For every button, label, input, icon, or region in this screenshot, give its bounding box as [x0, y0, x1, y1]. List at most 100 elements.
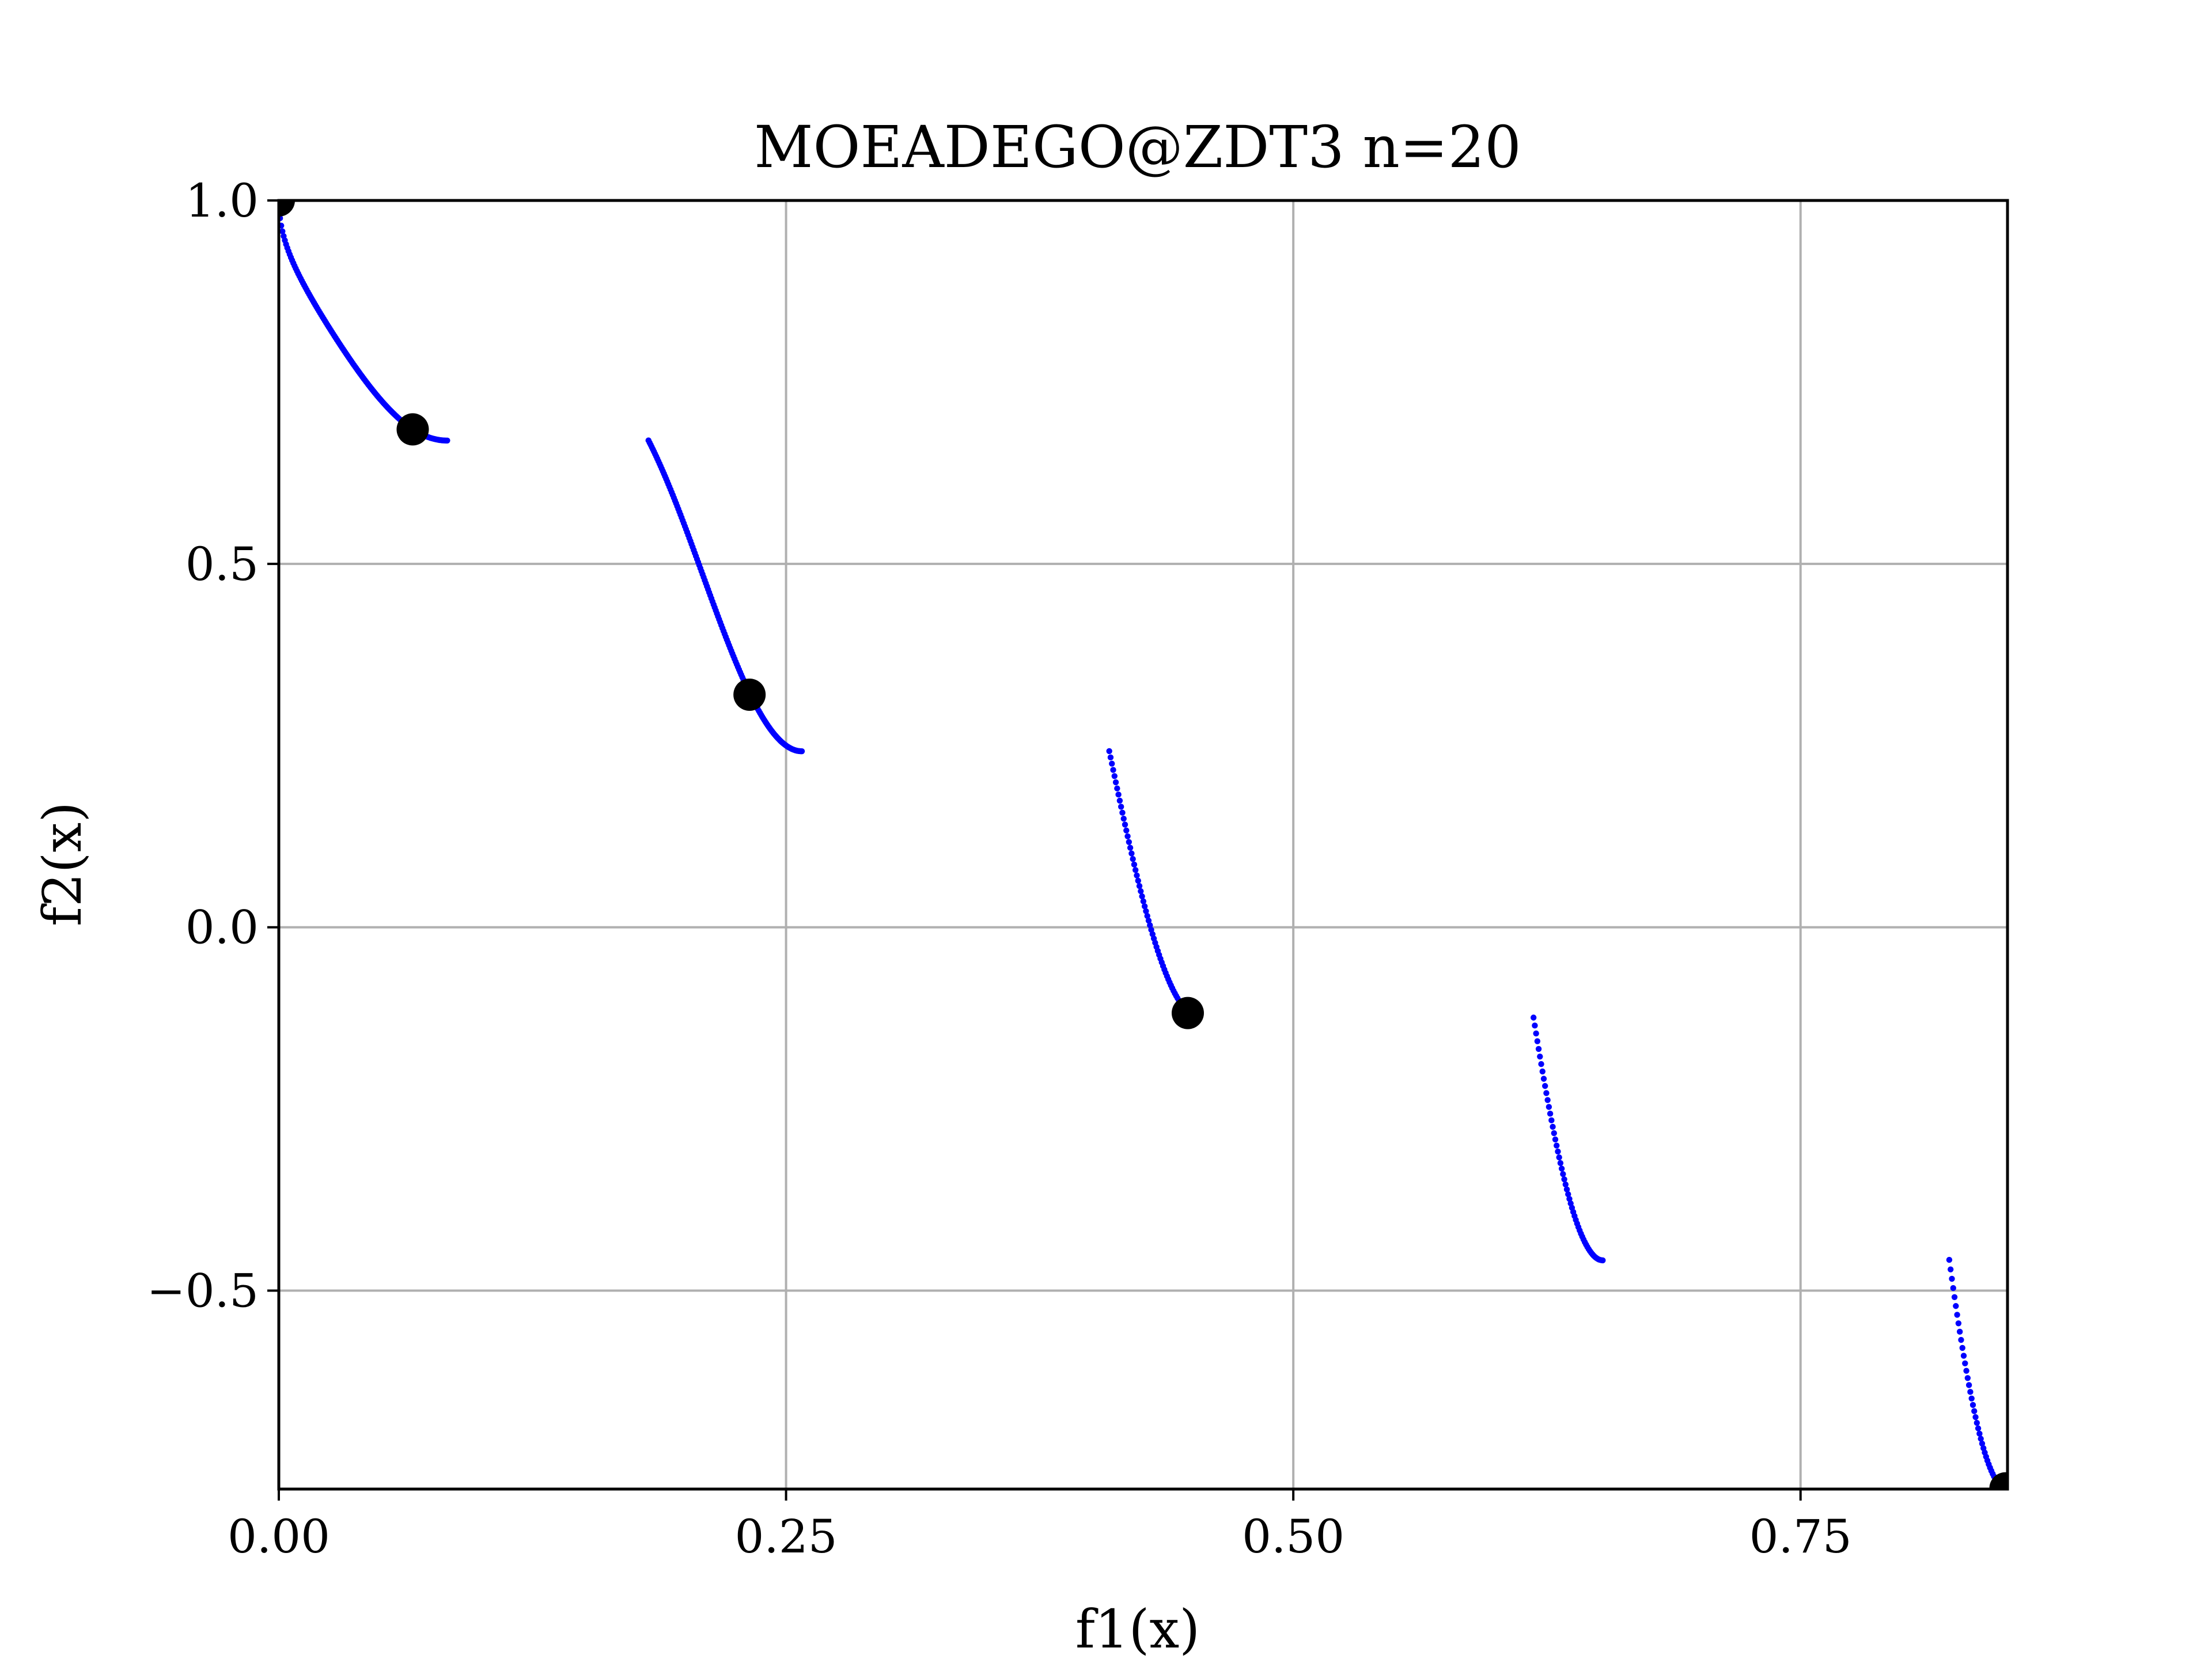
- sample-point: [279, 200, 295, 217]
- front-point: [1964, 1375, 1971, 1381]
- front-point: [1565, 1191, 1571, 1198]
- front-point: [1135, 877, 1141, 884]
- x-tick-label: 0.75: [1749, 1510, 1852, 1563]
- front-point: [1140, 898, 1147, 904]
- y-tick-label: 0.0: [185, 901, 259, 955]
- front-point: [1128, 850, 1135, 857]
- front-point: [1111, 773, 1118, 779]
- x-tick-label: 0.50: [1242, 1510, 1344, 1563]
- front-point: [1556, 1154, 1562, 1161]
- front-point: [1956, 1328, 1963, 1335]
- front-point: [1106, 748, 1112, 755]
- front-point: [1958, 1336, 1964, 1343]
- front-point: [1139, 893, 1145, 900]
- front-point: [1551, 1130, 1557, 1137]
- sample-point: [1989, 1472, 2008, 1489]
- x-tick-label: 0.00: [228, 1510, 330, 1563]
- x-axis-label-text: f1(x): [1075, 1599, 1200, 1659]
- front-point: [1543, 1090, 1550, 1096]
- front-point: [1530, 1014, 1537, 1021]
- front-point: [1965, 1382, 1972, 1388]
- front-point: [1953, 1303, 1959, 1309]
- front-point: [1118, 804, 1124, 810]
- x-axis-label: f1(x): [1075, 1599, 1200, 1659]
- front-point: [1960, 1353, 1967, 1359]
- front-point: [1131, 861, 1138, 868]
- axis-ticks: 0.00 0.25 0.50 0.75 −0.5 0.0 0.5 1.0: [147, 174, 1852, 1563]
- front-point: [1542, 1083, 1548, 1089]
- front-point: [1126, 839, 1132, 845]
- front-point: [1110, 767, 1116, 773]
- front-point: [1562, 1181, 1569, 1188]
- front-point: [1969, 1402, 1976, 1408]
- y-tick-label: 1.0: [185, 174, 259, 228]
- y-axis-label-text: f2(x): [32, 802, 93, 926]
- front-point: [1132, 867, 1139, 873]
- front-point: [1967, 1389, 1974, 1395]
- front-point: [1532, 1022, 1538, 1029]
- front-point: [1143, 908, 1149, 914]
- front-point: [1554, 1142, 1560, 1149]
- front-point: [1147, 922, 1153, 929]
- front-point: [1959, 1344, 1965, 1351]
- front-point: [1552, 1136, 1559, 1143]
- front-point: [1557, 1160, 1564, 1166]
- front-point: [1950, 1285, 1956, 1291]
- front-point: [1947, 1266, 1954, 1272]
- front-point: [1116, 797, 1123, 804]
- front-point: [1127, 844, 1134, 851]
- front-point: [1120, 815, 1127, 822]
- front-point: [1974, 1419, 1980, 1426]
- front-point: [1550, 1123, 1556, 1130]
- front-point: [1955, 1320, 1962, 1327]
- front-point: [1949, 1275, 1955, 1282]
- front-point: [1540, 1075, 1547, 1082]
- front-point: [1144, 912, 1150, 919]
- front-point: [1971, 1408, 1978, 1414]
- front-point: [1539, 1068, 1546, 1075]
- front-point: [1124, 833, 1131, 839]
- sample-point: [733, 678, 766, 711]
- front-point: [1114, 785, 1120, 791]
- front-point: [1112, 779, 1119, 786]
- sample-point: [1171, 997, 1204, 1029]
- y-tick-label: 0.5: [185, 537, 259, 591]
- front-point: [1963, 1368, 1969, 1374]
- front-point: [1136, 882, 1143, 889]
- front-point: [1115, 791, 1122, 798]
- front-point: [1979, 1440, 1986, 1447]
- front-point: [1533, 1030, 1539, 1037]
- front-point: [1558, 1165, 1565, 1172]
- front-point: [1535, 1046, 1542, 1052]
- front-point: [1138, 888, 1144, 895]
- x-tick-label: 0.25: [735, 1510, 838, 1563]
- front-point: [1555, 1148, 1561, 1155]
- front-point: [1976, 1430, 1983, 1437]
- front-point: [1972, 1414, 1979, 1421]
- front-point: [1968, 1395, 1975, 1402]
- front-point: [444, 437, 450, 444]
- front-point: [1954, 1312, 1960, 1318]
- front-point: [1544, 1097, 1551, 1103]
- front-point: [1975, 1425, 1982, 1431]
- front-point: [1566, 1196, 1573, 1202]
- front-point: [1109, 760, 1115, 767]
- sample-point: [396, 413, 429, 446]
- front-point: [1962, 1360, 1968, 1367]
- plot-frame: [277, 199, 2009, 1491]
- front-point: [1978, 1435, 1984, 1442]
- front-point: [1145, 918, 1152, 924]
- front-point: [1134, 872, 1140, 878]
- front-point: [1107, 754, 1114, 761]
- front-point: [1561, 1176, 1567, 1183]
- sample-points-series: [279, 200, 2008, 1489]
- front-point: [1547, 1111, 1554, 1117]
- y-tick-label: −0.5: [147, 1264, 259, 1318]
- chart-title: MOEADEGO@ZDT3 n=20: [754, 113, 1521, 181]
- front-point: [798, 748, 805, 755]
- front-point: [1600, 1257, 1606, 1264]
- front-point: [1951, 1294, 1958, 1300]
- front-point: [1122, 821, 1128, 828]
- front-point: [1946, 1256, 1953, 1263]
